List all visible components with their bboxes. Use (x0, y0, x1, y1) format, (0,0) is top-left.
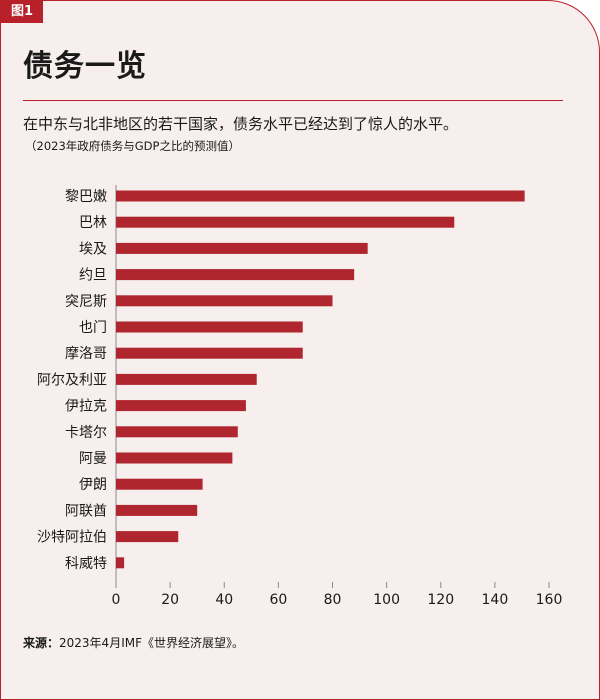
bar-chart: 黎巴嫩巴林埃及约旦突尼斯也门摩洛哥阿尔及利亚伊拉克卡塔尔阿曼伊朗阿联酋沙特阿拉伯… (37, 185, 563, 608)
bar (116, 295, 333, 307)
category-label: 沙特阿拉伯 (37, 530, 107, 546)
source-text: 2023年4月IMF《世界经济展望》。 (59, 636, 244, 650)
bar (116, 190, 525, 202)
bar (116, 504, 198, 516)
x-tick-label: 60 (269, 592, 287, 608)
category-label: 伊拉克 (65, 399, 107, 415)
x-tick-label: 40 (215, 592, 233, 608)
bar (116, 321, 303, 333)
x-tick-label: 120 (427, 592, 454, 608)
x-tick-label: 0 (112, 592, 121, 608)
title-divider (23, 100, 563, 101)
category-label: 摩洛哥 (65, 345, 107, 362)
figure-tag: 图1 (1, 1, 43, 23)
chart-note: （2023年政府债务与GDP之比的预测值） (25, 139, 240, 153)
bar (116, 557, 125, 569)
category-label: 巴林 (79, 215, 107, 231)
bar (116, 478, 203, 490)
bar (116, 373, 257, 385)
category-label: 伊朗 (79, 477, 107, 493)
source-label: 来源： (23, 636, 60, 650)
x-tick-label: 20 (161, 592, 179, 608)
x-tick-label: 100 (373, 592, 400, 608)
bar (116, 216, 455, 228)
bar (116, 452, 233, 464)
bar (116, 426, 238, 438)
category-label: 也门 (79, 320, 107, 336)
category-label: 卡塔尔 (65, 425, 107, 441)
category-label: 阿尔及利亚 (37, 372, 107, 388)
category-label: 黎巴嫩 (65, 189, 107, 205)
category-label: 突尼斯 (65, 294, 107, 310)
bar (116, 269, 355, 281)
category-label: 科威特 (65, 556, 107, 572)
category-label: 埃及 (79, 241, 107, 257)
category-label: 阿曼 (79, 451, 107, 467)
chart-subtitle: 在中东与北非地区的若干国家，债务水平已经达到了惊人的水平。 (23, 115, 459, 133)
x-tick-label: 160 (536, 592, 563, 608)
bar (116, 400, 246, 412)
x-tick-label: 140 (482, 592, 509, 608)
bar (116, 242, 368, 254)
bar (116, 531, 179, 543)
category-label: 约旦 (79, 268, 107, 284)
x-tick-label: 80 (324, 592, 342, 608)
chart-title: 债务一览 (23, 49, 147, 84)
source-line: 来源：2023年4月IMF《世界经济展望》。 (23, 634, 244, 651)
bar (116, 347, 303, 359)
category-label: 阿联酋 (65, 502, 107, 519)
